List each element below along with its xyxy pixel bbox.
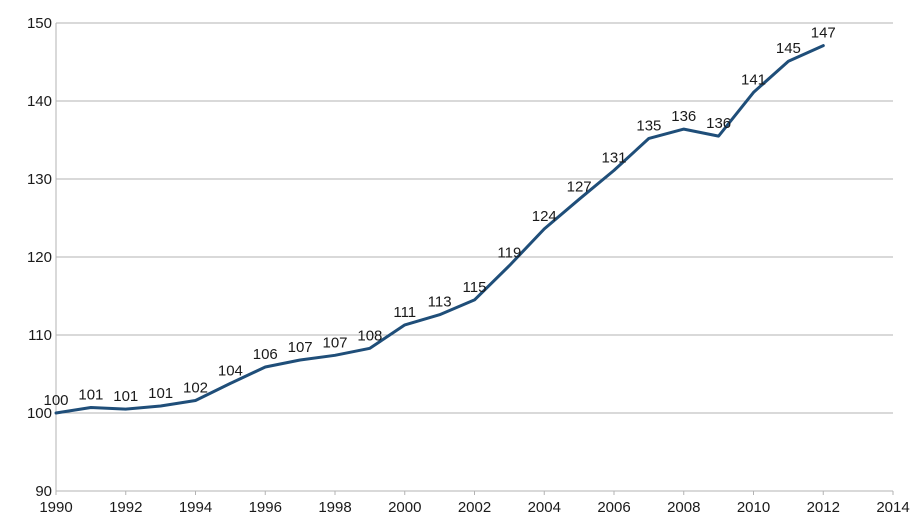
data-label: 119 — [497, 245, 521, 262]
x-tick-label: 2006 — [597, 499, 630, 516]
data-label: 124 — [532, 208, 557, 225]
y-tick-label: 140 — [27, 93, 52, 110]
data-label: 111 — [393, 304, 416, 321]
data-label: 102 — [183, 380, 208, 397]
data-label: 101 — [113, 388, 138, 405]
y-tick-label: 110 — [28, 327, 52, 344]
x-tick-label: 2008 — [667, 499, 700, 516]
x-tick-label: 1998 — [318, 499, 351, 516]
series-line — [54, 44, 825, 415]
y-tick-label: 150 — [27, 15, 52, 32]
data-label: 113 — [428, 294, 452, 311]
data-label: 135 — [636, 117, 661, 134]
data-label: 104 — [218, 362, 243, 379]
x-tick-label: 2010 — [737, 499, 770, 516]
x-axis-ticks: 1990 1992 1994 1996 1998 2000 2002 2004 2006 2008… — [39, 499, 909, 516]
data-label: 145 — [776, 40, 801, 57]
data-label: 101 — [148, 385, 173, 402]
y-tick-label: 100 — [27, 405, 52, 422]
x-tick-label: 1990 — [39, 499, 72, 516]
data-label: 101 — [78, 387, 103, 404]
y-axis-ticks: 90 100 110 120 130 140 150 — [27, 15, 52, 500]
data-label: 131 — [601, 149, 626, 166]
data-label: 147 — [811, 25, 836, 42]
data-label: 141 — [741, 71, 766, 88]
x-tick-label: 2014 — [876, 499, 909, 516]
data-label: 107 — [288, 339, 313, 356]
x-tick-label: 1992 — [109, 499, 142, 516]
x-tick-label: 2012 — [807, 499, 840, 516]
x-tick-label: 2000 — [388, 499, 421, 516]
data-label: 106 — [253, 346, 278, 363]
data-label: 136 — [671, 108, 696, 125]
data-label: 115 — [463, 279, 487, 296]
y-tick-label: 130 — [27, 171, 52, 188]
data-label: 107 — [322, 334, 347, 351]
y-tick-label: 120 — [27, 249, 52, 266]
data-label: 100 — [43, 392, 68, 409]
x-tick-label: 2002 — [458, 499, 491, 516]
y-tick-label: 90 — [35, 483, 52, 500]
grid-lines — [55, 22, 894, 495]
data-label: 127 — [567, 178, 592, 195]
x-tick-label: 1996 — [249, 499, 282, 516]
x-tick-label: 1994 — [179, 499, 212, 516]
data-label: 108 — [357, 327, 382, 344]
data-labels: 100 101 101 101 102 104 106 107 107 108 111 113 115 1… — [43, 25, 835, 409]
data-label: 136 — [706, 115, 731, 132]
x-tick-label: 2004 — [528, 499, 561, 516]
